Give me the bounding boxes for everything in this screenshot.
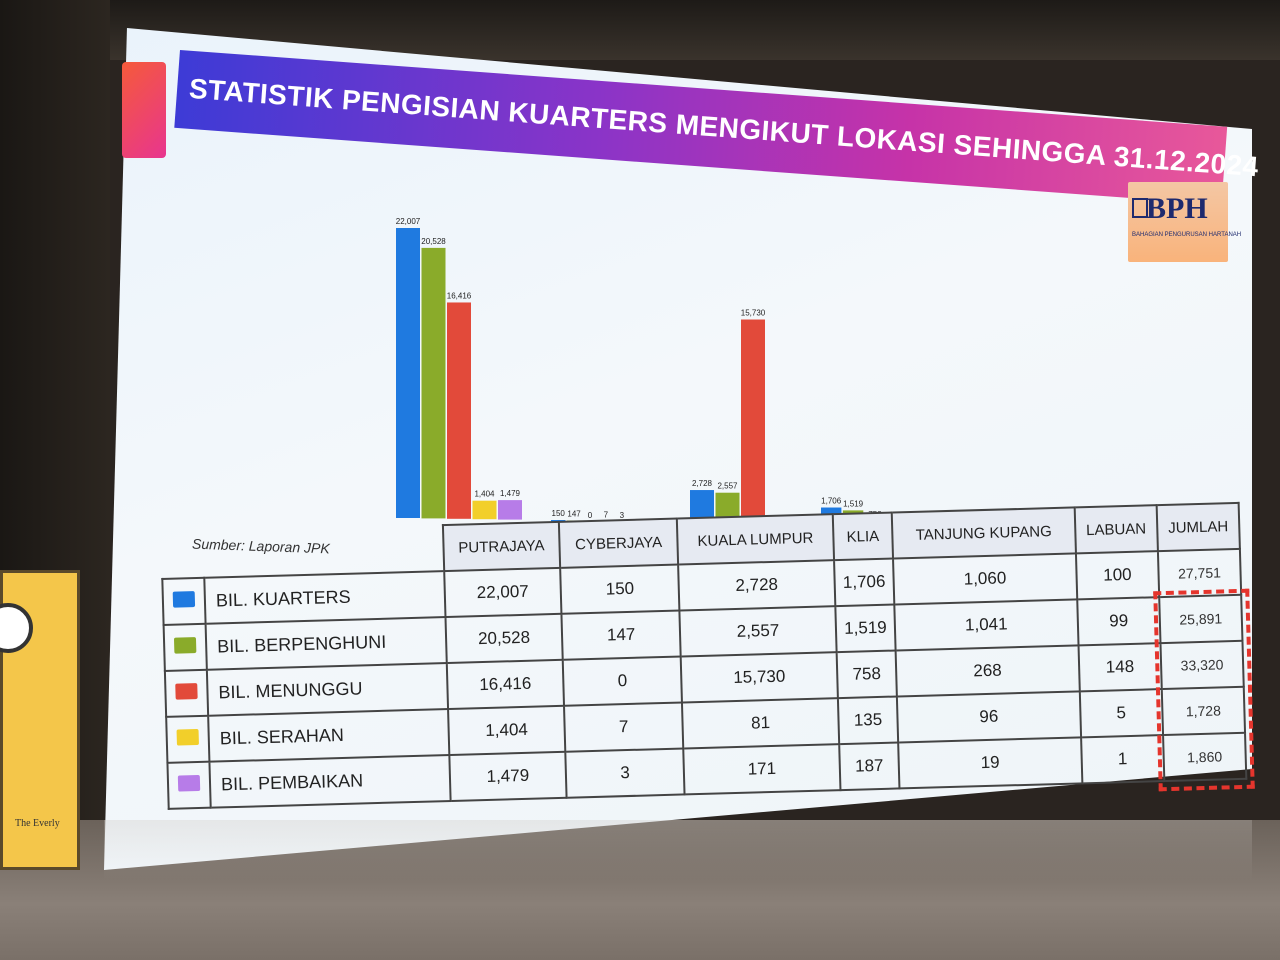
table-cell: 150 [560, 564, 680, 614]
bar-data-label: 2,728 [692, 479, 713, 488]
row-label: BIL. MENUNGGU [206, 663, 448, 716]
table-cell: 1,479 [448, 751, 567, 802]
row-label: BIL. SERAHAN [208, 709, 449, 762]
table-cell: 99 [1077, 597, 1161, 646]
table-cell: 20,528 [445, 613, 563, 664]
row-label: BIL. PEMBAIKAN [209, 755, 451, 808]
wall-sign: The Everly [0, 570, 80, 870]
bar-data-label: 15,730 [741, 309, 766, 318]
bar-berpenghuni-0 [421, 247, 446, 519]
bph-logo: BPH BAHAGIAN PENGURUSAN HARTANAH [1128, 182, 1241, 262]
column-header-cyberjaya: CYBERJAYA [559, 518, 679, 568]
table-cell: 1,706 [834, 558, 895, 607]
bar-data-label: 147 [567, 509, 581, 518]
table-cell: 100 [1075, 551, 1160, 600]
bph-logo-subtext: BAHAGIAN PENGURUSAN HARTANAH [1132, 232, 1242, 238]
table-header-blank [161, 532, 204, 579]
slide-corner-mark [122, 62, 166, 158]
envelope-icon [176, 728, 199, 746]
bar-pembaikan-0 [498, 500, 522, 520]
bar-data-label: 2,557 [717, 482, 738, 491]
table-cell: 1,404 [447, 705, 566, 756]
bar-kuarters-1 [551, 520, 566, 522]
table-cell: 268 [895, 645, 1080, 697]
table-cell: 1,041 [894, 599, 1079, 651]
envelope-icon [175, 682, 198, 700]
column-header-tanjung-kupang: TANJUNG KUPANG [891, 507, 1076, 559]
bar-data-label: 16,416 [447, 291, 472, 300]
table-cell: 1 [1080, 735, 1165, 784]
envelope-icon [177, 774, 201, 792]
legend-swatch-cell [166, 715, 210, 763]
bar-kuarters-0 [396, 228, 420, 518]
table-cell: 22,007 [443, 567, 562, 618]
table-cell: 171 [683, 744, 841, 795]
envelope-icon [172, 590, 196, 608]
table-cell: 0 [562, 656, 682, 706]
bar-menunggu-2 [741, 319, 765, 527]
table-cell: 3 [565, 748, 685, 798]
table-cell: 187 [839, 742, 900, 791]
column-header-putrajaya: PUTRAJAYA [442, 521, 561, 572]
bar-data-label: 1,479 [500, 489, 521, 498]
table-cell: 19 [898, 737, 1083, 789]
column-header-jumlah: JUMLAH [1156, 502, 1240, 552]
bar-data-label: 150 [552, 509, 566, 518]
row-label: BIL. BERPENGHUNI [205, 617, 447, 670]
table-cell: 81 [681, 698, 840, 749]
table-cell: 148 [1078, 643, 1162, 692]
table-cell: 15,730 [680, 652, 838, 703]
table-cell: 96 [896, 691, 1081, 743]
table-cell: 758 [836, 650, 897, 699]
table-cell: 2,557 [679, 606, 837, 657]
column-header-kuala-lumpur: KUALA LUMPUR [676, 514, 835, 565]
wall-sign-label: The Everly [15, 818, 60, 829]
legend-swatch-cell [164, 669, 209, 717]
legend-swatch-cell [167, 761, 211, 809]
screen-shade [104, 820, 1252, 880]
envelope-icon [173, 636, 197, 654]
table-cell: 16,416 [446, 659, 565, 710]
total-highlight-box [1153, 588, 1255, 792]
table-cell: 5 [1079, 689, 1163, 738]
data-table: PUTRAJAYA CYBERJAYA KUALA LUMPUR KLIA TA… [160, 502, 1247, 810]
table-cell: 1,060 [892, 553, 1078, 605]
legend-swatch-cell [162, 577, 206, 625]
table-cell: 135 [837, 696, 899, 745]
bar-data-label: 1,706 [821, 497, 842, 506]
bar-serahan-0 [472, 500, 497, 520]
row-label: BIL. KUARTERS [204, 571, 446, 624]
bar-data-label: 1,404 [474, 490, 495, 499]
legend-swatch-cell [163, 623, 207, 671]
column-header-labuan: LABUAN [1074, 505, 1158, 554]
bar-data-label: 0 [588, 511, 593, 520]
bph-logo-icon [1132, 198, 1148, 218]
table-cell: 7 [564, 702, 684, 752]
column-header-klia: KLIA [832, 512, 893, 561]
bph-logo-text: BPH [1146, 192, 1208, 225]
table-cell: 147 [561, 610, 681, 660]
bar-data-label: 1,519 [843, 499, 864, 508]
table-header-blank [203, 525, 444, 578]
bar-data-label: 20,528 [421, 237, 446, 246]
table-cell: 1,519 [835, 604, 896, 653]
table-cell: 2,728 [678, 560, 836, 611]
bar-data-label: 3 [620, 511, 625, 520]
bar-data-label: 7 [604, 511, 609, 520]
bar-menunggu-0 [447, 302, 471, 519]
bar-data-label: 22,007 [396, 217, 421, 226]
